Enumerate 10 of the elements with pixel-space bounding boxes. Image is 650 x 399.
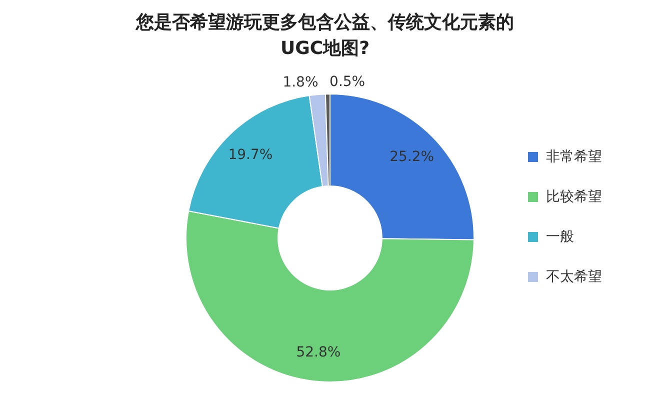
data-label: 25.2% <box>390 149 434 166</box>
legend-label: 比较希望 <box>546 188 602 206</box>
data-label: 1.8% <box>282 74 318 91</box>
legend-label: 不太希望 <box>546 268 602 286</box>
data-label: 19.7% <box>228 146 273 163</box>
legend-label: 一般 <box>546 228 574 246</box>
chart-title: 您是否希望游玩更多包含公益、传统文化元素的UGC地图? <box>134 11 515 61</box>
data-label: 52.8% <box>296 344 341 360</box>
data-label: 0.5% <box>330 74 366 90</box>
legend-label: 非常希望 <box>546 148 602 166</box>
